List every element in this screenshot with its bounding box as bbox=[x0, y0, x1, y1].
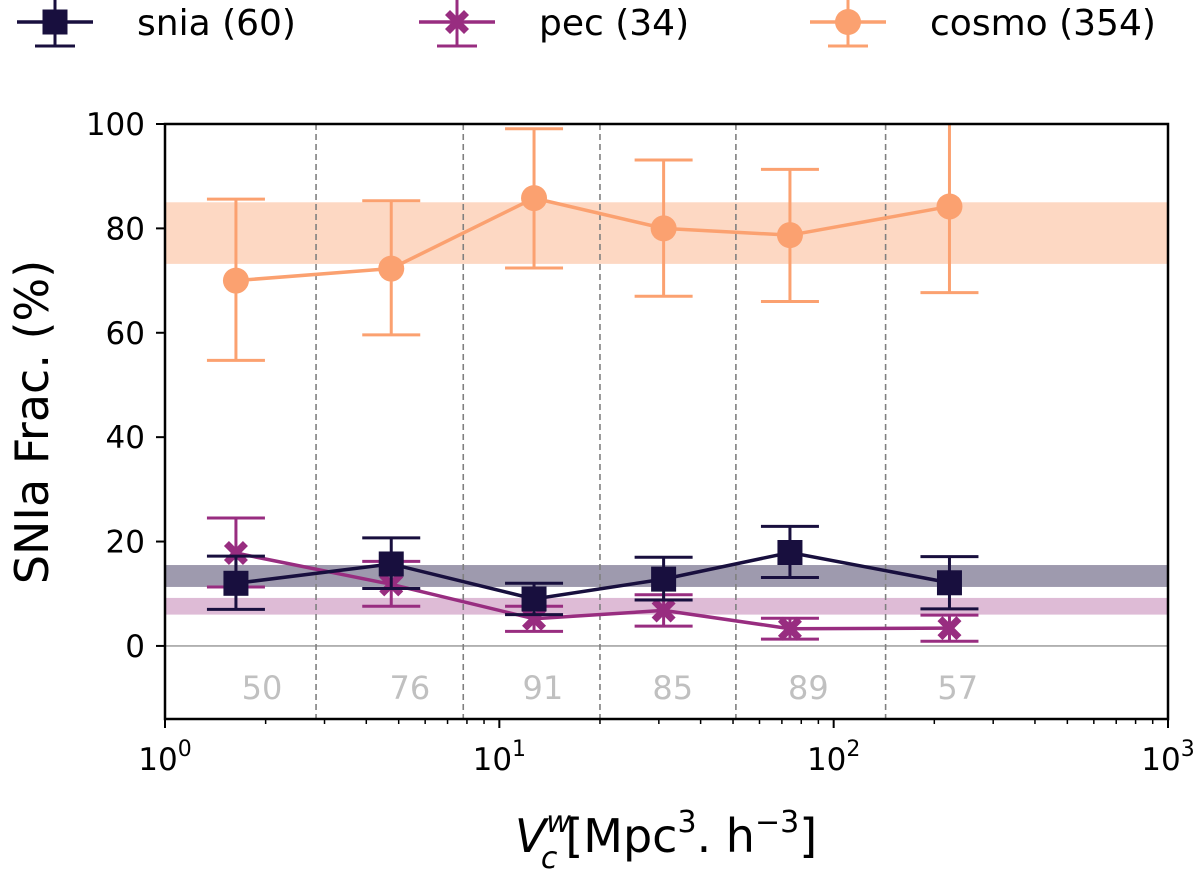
snia-line bbox=[235, 550, 950, 601]
legend-item-snia: snia (60) bbox=[17, 0, 296, 48]
x-axis-title-unit-end: ] bbox=[799, 809, 817, 863]
pec-point bbox=[651, 598, 676, 623]
pec-point bbox=[522, 606, 547, 631]
legend-label-snia: snia (60) bbox=[137, 3, 296, 44]
y-tick-label: 60 bbox=[106, 316, 145, 352]
series-layer bbox=[206, 124, 979, 643]
x-axis-title-unit: [Mpc bbox=[565, 809, 677, 863]
cosmo-point bbox=[222, 267, 249, 294]
snia-point bbox=[378, 551, 404, 577]
y-tick-label: 40 bbox=[106, 420, 145, 456]
bin-count-1: 50 bbox=[242, 669, 283, 707]
snia-series bbox=[206, 524, 979, 617]
y-axis-title: SNIa Frac. (%) bbox=[5, 260, 59, 584]
pec-point bbox=[223, 541, 248, 566]
snia-point bbox=[777, 540, 803, 566]
x-axis-title: Vw c [Mpc3. h−3] bbox=[515, 805, 817, 872]
bin-count-4: 85 bbox=[652, 669, 693, 707]
snia-point bbox=[223, 570, 249, 596]
x-axis-title-sub: c bbox=[541, 841, 558, 872]
bin-count-2: 76 bbox=[390, 669, 431, 707]
plot-frame bbox=[163, 122, 1170, 721]
x-tick-label: 101 bbox=[473, 737, 526, 778]
cosmo-point bbox=[776, 222, 803, 249]
cosmo-point bbox=[936, 193, 963, 220]
legend-label-cosmo: cosmo (354) bbox=[930, 3, 1156, 44]
snia-point bbox=[651, 566, 677, 592]
legend-marker-pec bbox=[445, 10, 469, 34]
legend-marker-snia bbox=[42, 9, 68, 35]
cosmo-series bbox=[206, 124, 979, 362]
pec-line bbox=[235, 551, 950, 631]
pec-point bbox=[777, 616, 802, 641]
y-tick-label: 80 bbox=[106, 211, 145, 247]
bin-counts: 50 76 91 85 89 57 bbox=[242, 669, 978, 707]
legend-marker-cosmo bbox=[835, 9, 861, 35]
cosmo-point bbox=[650, 215, 677, 242]
y-tick-label: 0 bbox=[125, 629, 145, 665]
bin-count-3: 91 bbox=[523, 669, 564, 707]
y-tick-label: 100 bbox=[86, 107, 145, 143]
x-tick-label: 103 bbox=[1141, 737, 1194, 778]
legend-item-cosmo: cosmo (354) bbox=[810, 0, 1156, 48]
snia-point bbox=[936, 570, 962, 596]
x-tick-label: 102 bbox=[807, 737, 860, 778]
y-axis: 0 20 40 60 80 100 bbox=[86, 107, 165, 665]
cosmo-point bbox=[521, 185, 548, 212]
snia-point bbox=[521, 586, 547, 612]
x-axis: 100 101 102 103 bbox=[138, 719, 1195, 778]
pec-point bbox=[937, 616, 962, 641]
x-axis-title-base: V bbox=[515, 809, 550, 863]
x-axis-title-unit-sup1: 3 bbox=[677, 805, 696, 840]
x-tick-label: 100 bbox=[138, 737, 191, 778]
legend: snia (60) pec (34) cosmo (354) bbox=[17, 0, 1156, 48]
x-axis-title-unit-sup2: −3 bbox=[755, 805, 799, 840]
cosmo-line bbox=[235, 196, 950, 283]
y-tick-label: 20 bbox=[106, 525, 145, 561]
bin-count-5: 89 bbox=[788, 669, 829, 707]
legend-item-pec: pec (34) bbox=[419, 0, 689, 48]
cosmo-point bbox=[378, 255, 405, 282]
x-axis-title-unit-mid: . h bbox=[697, 809, 755, 863]
legend-label-pec: pec (34) bbox=[539, 3, 689, 44]
x-axis-title-sup: w bbox=[546, 805, 571, 840]
bin-count-6: 57 bbox=[937, 669, 978, 707]
